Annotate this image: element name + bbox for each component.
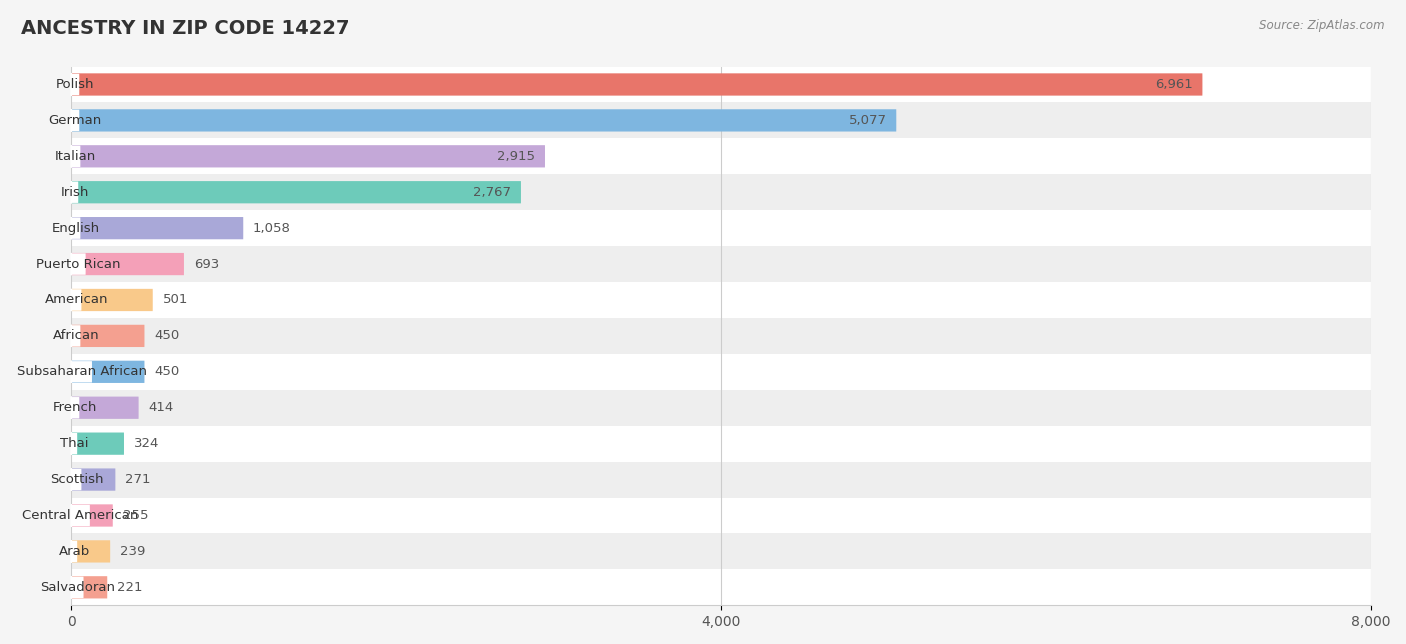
Text: Italian: Italian — [55, 150, 97, 163]
FancyBboxPatch shape — [72, 505, 90, 526]
FancyBboxPatch shape — [72, 253, 86, 275]
FancyBboxPatch shape — [72, 540, 110, 563]
Bar — [72, 138, 1371, 175]
Bar — [72, 533, 1371, 569]
FancyBboxPatch shape — [72, 289, 82, 310]
Text: German: German — [49, 114, 103, 127]
Text: Thai: Thai — [60, 437, 89, 450]
FancyBboxPatch shape — [72, 109, 79, 131]
FancyBboxPatch shape — [72, 469, 82, 490]
FancyBboxPatch shape — [72, 289, 153, 311]
Text: 450: 450 — [155, 365, 180, 378]
Text: Central American: Central American — [22, 509, 139, 522]
Text: American: American — [45, 294, 108, 307]
Text: Source: ZipAtlas.com: Source: ZipAtlas.com — [1260, 19, 1385, 32]
Text: 1,058: 1,058 — [253, 222, 291, 234]
FancyBboxPatch shape — [72, 576, 83, 598]
FancyBboxPatch shape — [72, 325, 145, 347]
Bar — [72, 175, 1371, 210]
Bar — [72, 569, 1371, 605]
Bar — [72, 318, 1371, 354]
FancyBboxPatch shape — [72, 433, 77, 454]
FancyBboxPatch shape — [72, 109, 896, 131]
Bar — [72, 390, 1371, 426]
FancyBboxPatch shape — [72, 397, 139, 419]
Text: Subsaharan African: Subsaharan African — [17, 365, 146, 378]
Text: 221: 221 — [117, 581, 142, 594]
Text: ANCESTRY IN ZIP CODE 14227: ANCESTRY IN ZIP CODE 14227 — [21, 19, 350, 39]
Bar — [72, 282, 1371, 318]
Text: Salvadoran: Salvadoran — [39, 581, 115, 594]
FancyBboxPatch shape — [72, 218, 80, 239]
Bar — [72, 462, 1371, 498]
FancyBboxPatch shape — [72, 74, 79, 95]
Text: 450: 450 — [155, 329, 180, 343]
Text: 324: 324 — [134, 437, 159, 450]
FancyBboxPatch shape — [72, 397, 79, 419]
FancyBboxPatch shape — [72, 433, 124, 455]
Text: Polish: Polish — [56, 78, 94, 91]
FancyBboxPatch shape — [72, 576, 107, 598]
Text: Puerto Rican: Puerto Rican — [37, 258, 121, 270]
FancyBboxPatch shape — [72, 468, 115, 491]
FancyBboxPatch shape — [72, 217, 243, 240]
Text: English: English — [52, 222, 100, 234]
Bar — [72, 210, 1371, 246]
Bar — [72, 66, 1371, 102]
FancyBboxPatch shape — [72, 541, 77, 562]
FancyBboxPatch shape — [72, 73, 1202, 95]
Text: French: French — [53, 401, 97, 414]
Text: African: African — [52, 329, 100, 343]
Bar — [72, 102, 1371, 138]
Text: Irish: Irish — [60, 185, 89, 199]
Text: 501: 501 — [163, 294, 188, 307]
Text: 239: 239 — [120, 545, 145, 558]
Text: 414: 414 — [149, 401, 173, 414]
FancyBboxPatch shape — [72, 504, 112, 527]
Bar — [72, 426, 1371, 462]
FancyBboxPatch shape — [72, 182, 79, 203]
Text: 6,961: 6,961 — [1154, 78, 1192, 91]
FancyBboxPatch shape — [72, 145, 546, 167]
Bar — [72, 246, 1371, 282]
FancyBboxPatch shape — [72, 146, 80, 167]
Bar — [72, 354, 1371, 390]
FancyBboxPatch shape — [72, 361, 145, 383]
Text: 5,077: 5,077 — [849, 114, 887, 127]
Text: 271: 271 — [125, 473, 150, 486]
FancyBboxPatch shape — [72, 361, 91, 383]
FancyBboxPatch shape — [72, 253, 184, 275]
FancyBboxPatch shape — [72, 325, 80, 346]
Text: 2,767: 2,767 — [474, 185, 512, 199]
Text: Arab: Arab — [59, 545, 90, 558]
Text: 693: 693 — [194, 258, 219, 270]
Bar — [72, 498, 1371, 533]
FancyBboxPatch shape — [72, 181, 522, 204]
Text: 255: 255 — [122, 509, 148, 522]
Text: Scottish: Scottish — [49, 473, 103, 486]
Text: 2,915: 2,915 — [498, 150, 536, 163]
